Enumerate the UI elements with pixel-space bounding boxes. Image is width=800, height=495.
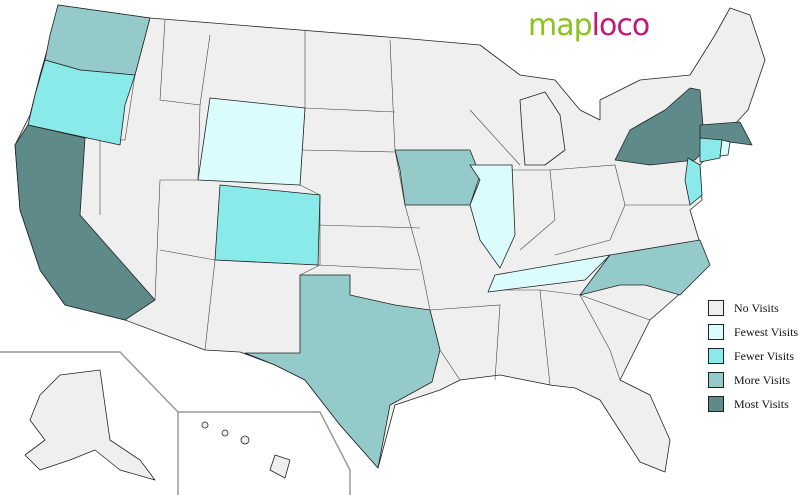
logo-part-map: map <box>528 8 593 43</box>
legend-label: Fewer Visits <box>734 348 795 363</box>
legend: No Visits Fewest Visits Fewer Visits Mor… <box>708 296 798 416</box>
legend-swatch <box>708 396 724 412</box>
michigan <box>519 91 566 166</box>
legend-item-fewer-visits: Fewer Visits <box>708 344 798 368</box>
legend-label: More Visits <box>734 372 791 387</box>
logo-part-loco: loco <box>591 8 651 43</box>
state-illinois[interactable] <box>469 164 516 269</box>
state-hawaii[interactable] <box>201 421 291 479</box>
state-colorado[interactable] <box>214 184 321 266</box>
state-california[interactable] <box>14 124 156 321</box>
state-new-jersey[interactable] <box>684 157 703 206</box>
state-north-carolina[interactable] <box>579 239 711 296</box>
legend-swatch <box>708 348 724 364</box>
state-oregon[interactable] <box>27 59 136 146</box>
state-tennessee[interactable] <box>487 254 611 293</box>
legend-item-no-visits: No Visits <box>708 296 798 320</box>
legend-label: No Visits <box>734 300 779 315</box>
legend-label: Fewest Visits <box>734 324 799 339</box>
state-alaska[interactable] <box>24 369 156 481</box>
inset-borders <box>0 351 351 495</box>
state-texas[interactable] <box>244 274 441 469</box>
legend-item-more-visits: More Visits <box>708 368 798 392</box>
state-iowa[interactable] <box>394 149 481 206</box>
state-connecticut[interactable] <box>699 137 723 163</box>
us-landmass <box>14 4 766 473</box>
state-wyoming[interactable] <box>197 97 306 186</box>
legend-swatch <box>708 372 724 388</box>
state-rhode-island[interactable] <box>719 139 731 157</box>
legend-item-most-visits: Most Visits <box>708 392 798 416</box>
legend-item-fewest-visits: Fewest Visits <box>708 320 798 344</box>
maploco-logo: maploco <box>528 8 651 43</box>
legend-swatch <box>708 300 724 316</box>
legend-swatch <box>708 324 724 340</box>
legend-label: Most Visits <box>734 396 789 411</box>
